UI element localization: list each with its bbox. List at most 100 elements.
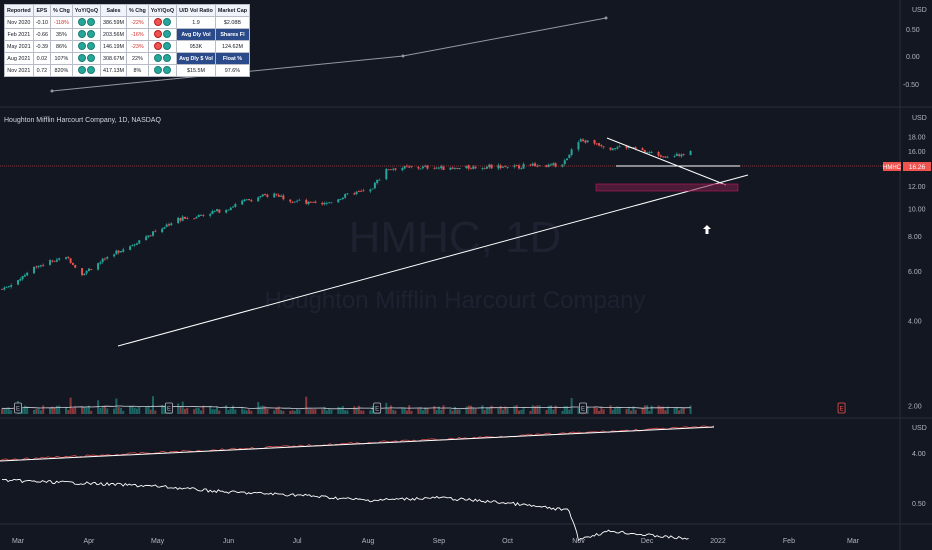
candle-body — [37, 266, 40, 268]
volume-bar — [515, 405, 518, 414]
candle-body — [119, 251, 122, 253]
candle-body — [403, 165, 406, 169]
candle-body — [538, 165, 541, 167]
volume-bar — [250, 410, 253, 414]
volume-bar — [485, 407, 488, 414]
header-cell: Sales — [100, 4, 128, 17]
volume-bar — [646, 405, 649, 414]
volume-bar — [602, 409, 605, 414]
volume-bar — [264, 406, 267, 414]
candle-body — [7, 286, 10, 288]
header-cell: YoY/QoQ — [147, 4, 178, 17]
volume-bar — [504, 406, 507, 414]
fundamentals-header-row: Reported EPS % Chg YoY/QoQ Sales % Chg Y… — [4, 4, 250, 17]
volume-bar — [277, 406, 280, 414]
volume-bar — [520, 409, 523, 414]
candle-body — [485, 166, 488, 169]
sales-cell: 417.13M — [100, 64, 128, 77]
candle-body — [472, 166, 475, 169]
trend-dot-icon — [77, 53, 86, 62]
candle-body — [662, 156, 665, 158]
volume-bar — [103, 405, 106, 414]
volume-bar — [200, 410, 203, 414]
candle-body — [504, 166, 507, 168]
candle-body — [122, 249, 125, 252]
header-cell: YoY/QoQ — [71, 4, 102, 17]
volume-bar — [296, 409, 299, 414]
candle-body — [67, 256, 70, 258]
volume-bar — [184, 408, 187, 414]
candle-body — [577, 142, 580, 150]
candle-body — [3, 287, 6, 290]
reported-cell: Feb 2021 — [4, 28, 34, 41]
candle-body — [209, 214, 212, 216]
candle-body — [280, 195, 283, 197]
candle-body — [552, 163, 555, 165]
candle-body — [421, 166, 424, 169]
candle-body — [344, 194, 347, 198]
volume-bar — [7, 408, 10, 414]
candle-body — [69, 258, 72, 263]
candle-body — [113, 254, 116, 257]
volume-bar — [353, 406, 356, 414]
volume-bar — [101, 405, 104, 414]
candle-body — [293, 201, 296, 203]
earnings-marker[interactable]: E — [373, 402, 382, 414]
candle-body — [680, 154, 683, 157]
eps-trend-cell — [71, 64, 102, 77]
candle-body — [584, 140, 587, 143]
candle-body — [101, 258, 104, 263]
candle-body — [229, 207, 232, 211]
time-tick-label: Mar — [847, 538, 860, 545]
candle-body — [273, 193, 276, 198]
eps-cell: 0.02 — [32, 52, 51, 65]
volume-bar — [53, 407, 56, 414]
volume-bar — [266, 408, 269, 414]
candle-body — [643, 150, 646, 153]
candle-body — [218, 209, 221, 213]
volume-bar — [122, 410, 125, 414]
volume-bar — [563, 405, 566, 414]
volume-bar — [426, 407, 429, 414]
candle-body — [53, 260, 56, 262]
volume-bar — [625, 409, 628, 414]
candle-body — [451, 167, 454, 169]
earnings-marker[interactable]: E — [579, 402, 587, 414]
candle-body — [115, 250, 118, 255]
volume-bar — [499, 406, 502, 414]
volume-bar — [21, 408, 24, 414]
volume-bar — [312, 409, 315, 414]
eps-cell: -0.10 — [32, 16, 51, 29]
time-axis: Mar Apr May Jun Jul Aug Sep Oct Nov Dec 2022 Feb Mar — [12, 538, 860, 545]
metric-cell: 1.9 — [176, 16, 216, 29]
chart-title: Houghton Mifflin Harcourt Company, 1D, N… — [4, 117, 161, 124]
volume-bar — [87, 405, 90, 414]
trend-dot-icon — [77, 41, 86, 50]
volume-bar — [211, 409, 214, 414]
eps-change-cell: 35% — [49, 28, 73, 41]
volume-bar — [627, 408, 630, 414]
volume-bar — [501, 409, 504, 414]
candle-body — [161, 228, 164, 233]
volume-bar — [689, 405, 692, 414]
candle-body — [469, 168, 472, 170]
candle-body — [529, 164, 532, 166]
volume-bar — [145, 406, 148, 414]
volume-bar — [435, 409, 438, 414]
candle-body — [19, 279, 22, 281]
earnings-marker[interactable]: E — [14, 402, 22, 414]
candle-body — [488, 164, 491, 168]
candle-body — [135, 243, 138, 245]
candle-body — [458, 168, 461, 170]
volume-bar — [531, 405, 534, 414]
earnings-marker[interactable]: E — [837, 402, 846, 414]
candle-body — [234, 204, 237, 207]
volume-bar — [467, 405, 470, 414]
earnings-marker[interactable]: E — [165, 402, 173, 414]
reported-cell: Aug 2021 — [4, 52, 34, 65]
volume-bar — [675, 407, 678, 414]
candle-body — [593, 139, 596, 144]
candle-body — [346, 193, 349, 195]
